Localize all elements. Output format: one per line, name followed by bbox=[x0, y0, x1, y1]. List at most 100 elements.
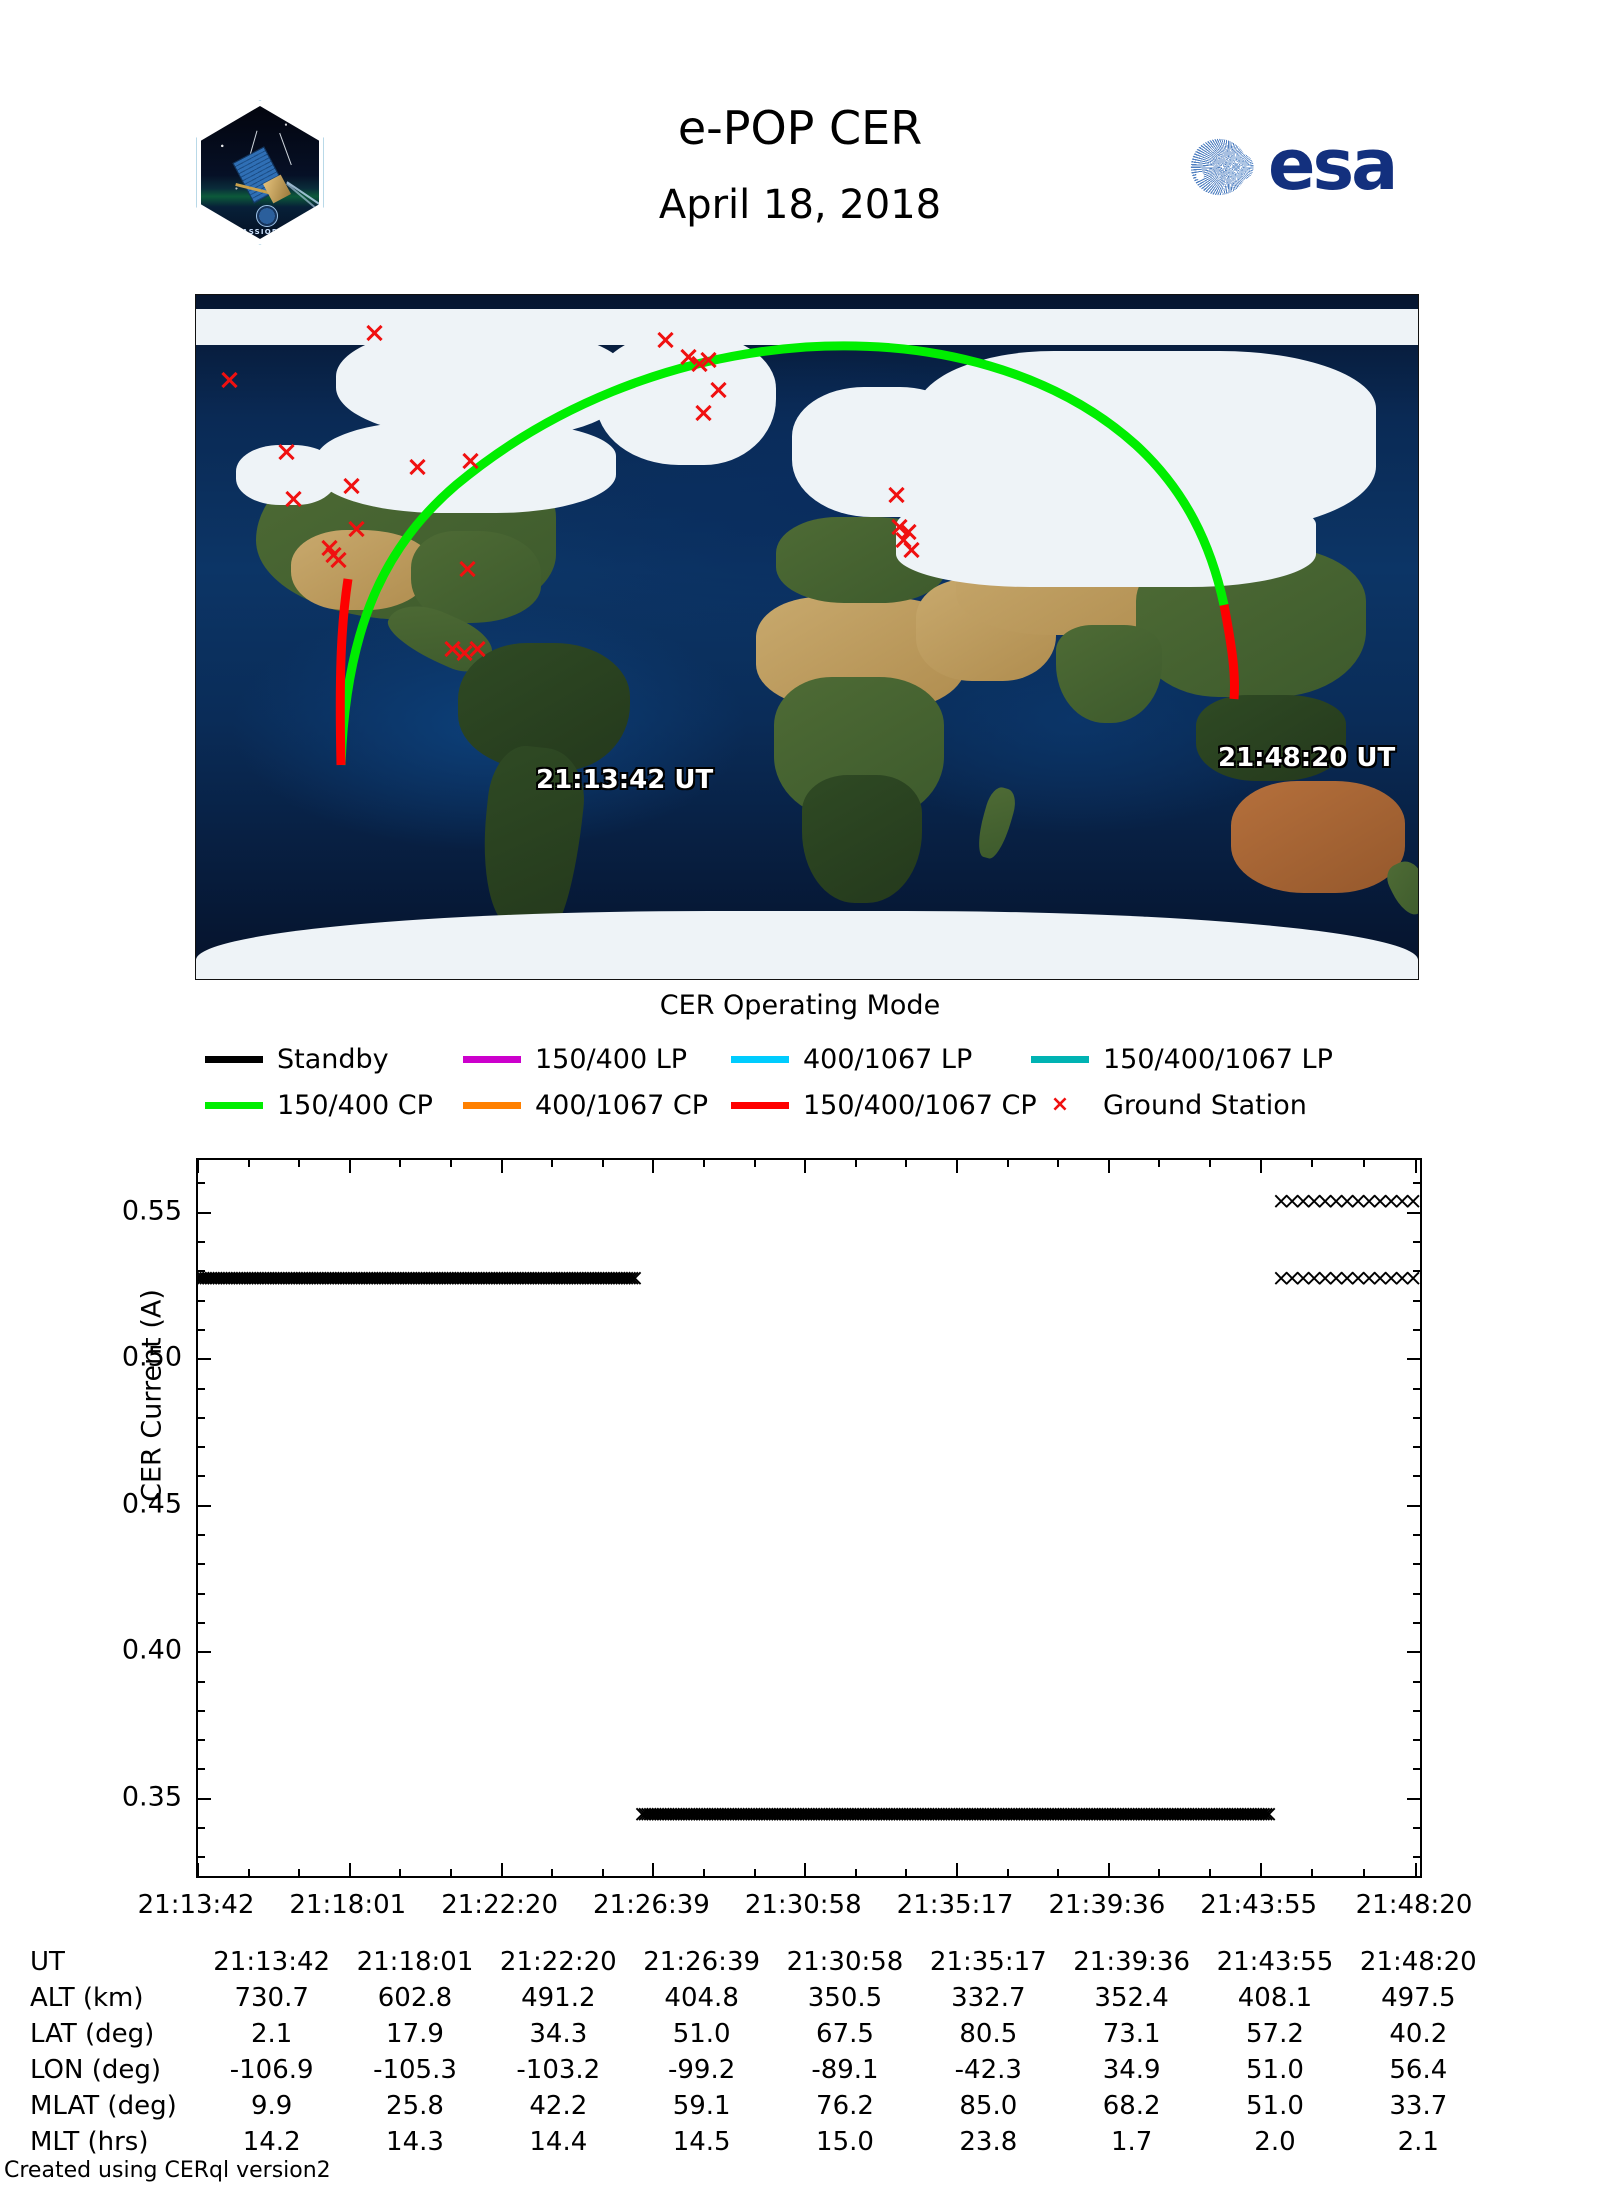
data-point-marker: × bbox=[1022, 1801, 1042, 1828]
data-point-marker: × bbox=[463, 1265, 484, 1292]
data-point-marker: × bbox=[435, 1265, 455, 1292]
y-minor-tick bbox=[1413, 1827, 1420, 1830]
data-point-marker: × bbox=[359, 1265, 380, 1292]
data-point-marker: × bbox=[910, 1801, 931, 1828]
data-point-marker: × bbox=[448, 1265, 468, 1292]
x-major-tick bbox=[1107, 1160, 1110, 1173]
x-tick-label: 21:26:39 bbox=[593, 1890, 710, 1920]
data-point-marker: × bbox=[560, 1265, 580, 1292]
data-point-marker: × bbox=[773, 1801, 793, 1828]
table-cell: 23.8 bbox=[959, 2127, 1018, 2157]
data-point-marker: × bbox=[788, 1801, 808, 1828]
data-point-marker: × bbox=[362, 1265, 382, 1292]
data-point-marker: × bbox=[1251, 1801, 1271, 1828]
data-point-marker: × bbox=[271, 1265, 291, 1292]
data-point-marker: × bbox=[521, 1265, 541, 1292]
data-point-marker: × bbox=[456, 1265, 476, 1292]
legend-label: 150/400/1067 CP bbox=[803, 1089, 1037, 1121]
data-point-marker: × bbox=[414, 1265, 434, 1292]
data-point-marker: × bbox=[245, 1265, 265, 1292]
data-point-marker: × bbox=[1064, 1801, 1084, 1828]
x-minor-tick bbox=[703, 1160, 706, 1167]
data-point-marker: × bbox=[1370, 1188, 1390, 1215]
data-point-marker: × bbox=[518, 1265, 538, 1292]
data-point-marker: × bbox=[497, 1265, 518, 1292]
table-cell: 21:13:42 bbox=[213, 1947, 331, 1977]
y-minor-tick bbox=[1413, 1680, 1420, 1683]
data-point-marker: × bbox=[975, 1801, 996, 1828]
y-minor-tick bbox=[198, 1241, 205, 1244]
ground-station-marker bbox=[898, 522, 918, 542]
data-point-marker: × bbox=[266, 1265, 286, 1292]
data-point-marker: × bbox=[357, 1265, 377, 1292]
legend-row-1: Standby 150/400 LP 400/1067 LP 150/400/1067… bbox=[205, 1036, 1435, 1082]
table-row-label: MLT (hrs) bbox=[30, 2127, 149, 2157]
data-point-marker: × bbox=[770, 1801, 790, 1828]
data-point-marker: × bbox=[645, 1801, 665, 1828]
data-point-marker: × bbox=[305, 1265, 325, 1292]
data-point-marker: × bbox=[801, 1801, 821, 1828]
x-tick-label: 21:30:58 bbox=[744, 1890, 862, 1920]
legend-swatch bbox=[1031, 1055, 1089, 1063]
data-point-marker: × bbox=[372, 1265, 393, 1292]
legend-swatch bbox=[731, 1101, 789, 1109]
ground-station-marker bbox=[467, 639, 487, 659]
data-point-marker: × bbox=[575, 1265, 596, 1292]
legend-item-150-400-1067-lp: 150/400/1067 LP bbox=[1031, 1044, 1411, 1075]
y-minor-tick bbox=[1413, 1534, 1420, 1537]
table-cell: 85.0 bbox=[959, 2091, 1018, 2121]
y-major-tick bbox=[198, 1797, 211, 1800]
data-point-marker: × bbox=[757, 1801, 777, 1828]
data-point-marker: × bbox=[1131, 1801, 1152, 1828]
data-point-marker: × bbox=[1147, 1801, 1167, 1828]
data-point-marker: × bbox=[903, 1801, 923, 1828]
data-point-marker: × bbox=[471, 1265, 492, 1292]
table-row: ALT (km) 730.7 602.8 491.2 404.8 350.5 332.7 35… bbox=[30, 1980, 1490, 2016]
land-africa-south bbox=[802, 775, 922, 903]
legend-label: Standby bbox=[277, 1043, 389, 1075]
data-point-marker: × bbox=[978, 1801, 998, 1828]
data-point-marker: × bbox=[258, 1265, 278, 1292]
x-minor-tick bbox=[601, 1869, 604, 1876]
data-point-marker: × bbox=[1007, 1801, 1027, 1828]
data-point-marker: × bbox=[1030, 1801, 1050, 1828]
x-minor-tick bbox=[1158, 1160, 1161, 1167]
data-point-marker: × bbox=[354, 1265, 375, 1292]
cassiope-logo-wordmark: CASSIOPE bbox=[235, 228, 285, 236]
data-point-marker: × bbox=[812, 1801, 832, 1828]
data-point-marker: × bbox=[510, 1265, 531, 1292]
table-cell: -42.3 bbox=[954, 2055, 1022, 2085]
data-point-marker: × bbox=[687, 1801, 707, 1828]
data-point-marker: × bbox=[315, 1265, 336, 1292]
data-point-marker: × bbox=[1220, 1801, 1240, 1828]
data-point-marker: × bbox=[700, 1801, 720, 1828]
data-point-marker: × bbox=[619, 1265, 640, 1292]
data-point-marker: × bbox=[650, 1801, 671, 1828]
data-point-marker: × bbox=[762, 1801, 782, 1828]
table-cell: 68.2 bbox=[1102, 2091, 1161, 2121]
x-major-tick bbox=[652, 1160, 655, 1173]
table-cell: 14.4 bbox=[529, 2127, 588, 2157]
data-point-marker: × bbox=[897, 1801, 918, 1828]
data-point-marker: × bbox=[1315, 1188, 1335, 1215]
data-point-marker: × bbox=[661, 1801, 681, 1828]
x-major-tick bbox=[348, 1863, 351, 1876]
data-point-marker: × bbox=[949, 1801, 970, 1828]
x-minor-tick bbox=[703, 1869, 706, 1876]
x-major-tick bbox=[348, 1160, 351, 1173]
data-point-marker: × bbox=[913, 1801, 933, 1828]
x-major-tick bbox=[198, 1863, 199, 1876]
data-point-marker: × bbox=[1040, 1801, 1061, 1828]
ice-scandinavia bbox=[792, 387, 972, 517]
data-point-marker: × bbox=[1259, 1801, 1279, 1828]
data-point-marker: × bbox=[489, 1265, 510, 1292]
data-point-marker: × bbox=[1348, 1265, 1368, 1292]
data-point-marker: × bbox=[1359, 1265, 1379, 1292]
data-point-marker: × bbox=[1046, 1801, 1066, 1828]
data-point-marker: × bbox=[1163, 1801, 1183, 1828]
table-cell: 40.2 bbox=[1389, 2019, 1448, 2049]
data-point-marker: × bbox=[284, 1265, 304, 1292]
data-point-marker: × bbox=[404, 1265, 424, 1292]
x-tick-label: 21:35:17 bbox=[896, 1890, 1014, 1920]
data-point-marker: × bbox=[310, 1265, 330, 1292]
